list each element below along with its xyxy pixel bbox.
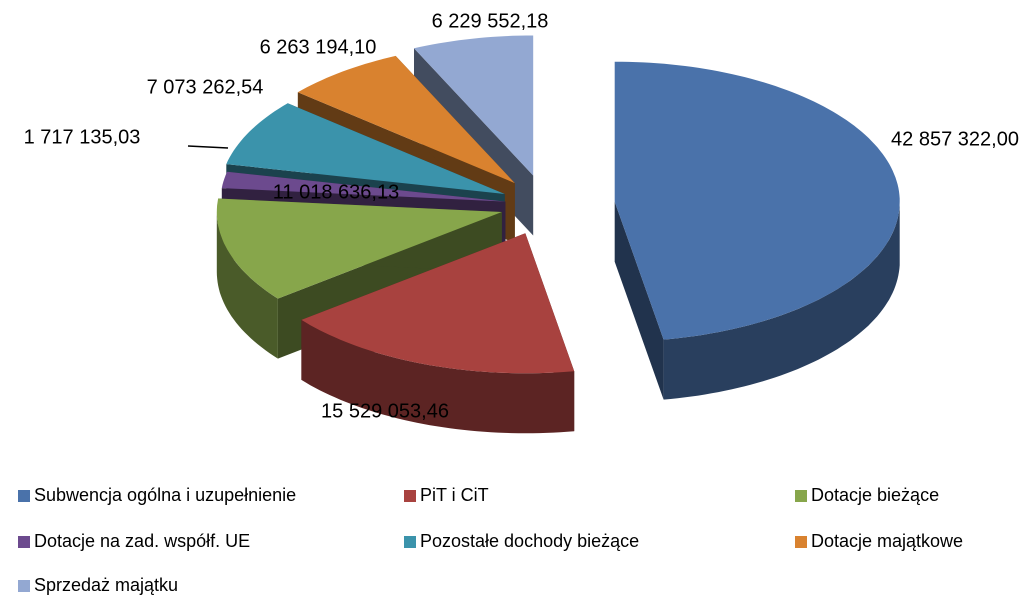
legend-label: Pozostałe dochody bieżące <box>420 531 639 551</box>
slice-wall <box>216 212 278 359</box>
legend-swatch <box>18 490 30 502</box>
slice <box>216 198 502 299</box>
leader-line <box>187 145 229 149</box>
slice <box>221 171 506 202</box>
data-label: 6 263 194,10 <box>260 36 377 58</box>
legend-swatch <box>795 536 807 548</box>
data-label: 6 229 552,18 <box>432 10 549 32</box>
legend-swatch <box>795 490 807 502</box>
data-label: 1 717 135,03 <box>24 126 141 148</box>
legend-swatch <box>404 490 416 502</box>
slice-side <box>614 201 664 400</box>
legend-swatch <box>404 536 416 548</box>
slice <box>414 35 534 176</box>
legend-label: PiT i CiT <box>420 485 489 505</box>
slice-wall <box>301 319 575 434</box>
data-label: 42 857 322,00 <box>891 128 1019 150</box>
data-label: 11 018 636,13 <box>273 181 399 203</box>
slice <box>297 55 515 184</box>
legend-label: Dotacje bieżące <box>811 485 939 505</box>
legend-label: Dotacje majątkowe <box>811 531 963 551</box>
legend-label: Sprzedaż majątku <box>34 575 178 595</box>
data-label: 15 529 053,46 <box>321 400 449 422</box>
slice <box>226 103 505 194</box>
legend-swatch <box>18 580 30 592</box>
slice-wall <box>663 201 900 400</box>
slice <box>301 233 575 374</box>
slice <box>614 61 900 340</box>
legend-label: Dotacje na zad. współf. UE <box>34 531 250 551</box>
data-label: 7 073 262,54 <box>147 76 264 98</box>
legend-swatch <box>18 536 30 548</box>
legend-label: Subwencja ogólna i uzupełnienie <box>34 485 296 505</box>
